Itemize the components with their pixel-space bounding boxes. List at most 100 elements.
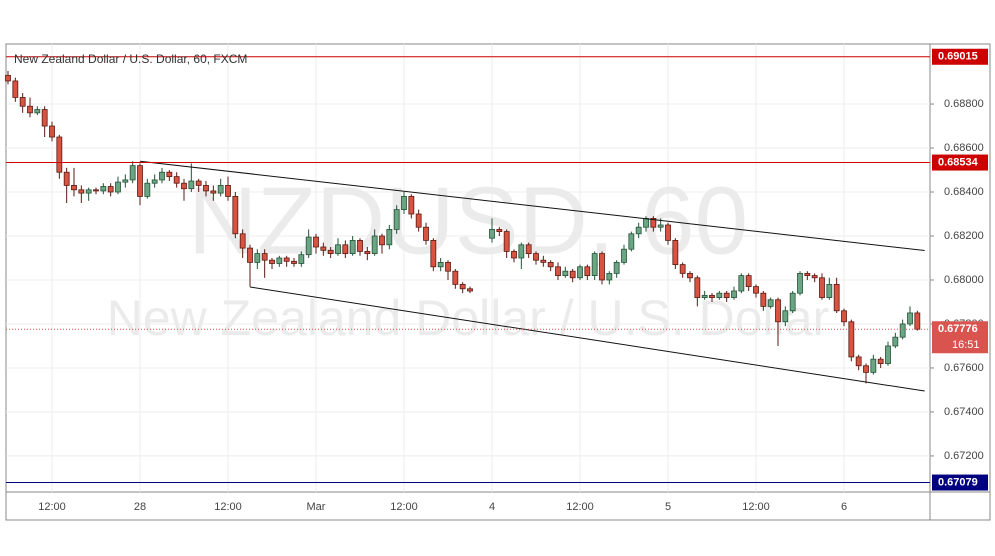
y-tick-label: 0.67400 <box>944 406 984 418</box>
candle-body <box>357 239 363 252</box>
candle-body <box>613 261 620 274</box>
candle-body <box>166 171 173 178</box>
candle-body <box>5 75 11 82</box>
candle-body <box>371 235 378 254</box>
y-tick-label: 0.68200 <box>944 230 984 242</box>
candle-body <box>342 244 349 254</box>
candle-body <box>672 239 679 265</box>
countdown-label: 16:51 <box>952 339 980 351</box>
candle-body <box>899 323 906 338</box>
x-tick-label: 12:00 <box>566 501 594 513</box>
candle-body <box>232 196 239 235</box>
level-label: 0.68534 <box>938 156 979 168</box>
candle-body <box>49 125 55 138</box>
candle-body <box>547 261 554 268</box>
candle-body <box>386 229 393 246</box>
candle-body <box>577 266 583 279</box>
trend-line <box>139 160 925 252</box>
last-price-box <box>932 321 988 354</box>
candle-body <box>657 224 664 228</box>
candle-body <box>723 292 730 298</box>
x-tick-label: 12:00 <box>390 501 418 513</box>
candle-body <box>320 246 327 251</box>
y-tick-label: 0.67600 <box>944 362 984 374</box>
y-tick-label: 0.68000 <box>944 274 984 286</box>
candle-body <box>885 345 891 364</box>
candle-body <box>327 249 334 254</box>
candle-body <box>731 290 737 298</box>
candle-body <box>819 277 825 298</box>
candle-body <box>855 356 862 367</box>
candle-body <box>738 275 745 292</box>
candle-body <box>569 270 576 279</box>
candle-body <box>694 277 701 298</box>
y-tick-label: 0.68800 <box>944 98 984 110</box>
candle-body <box>584 266 591 276</box>
candle-body <box>56 136 63 173</box>
plot <box>5 56 930 484</box>
candle-body <box>159 171 165 181</box>
candle-body <box>709 294 715 298</box>
candle-body <box>335 244 341 254</box>
x-tick-label: 12:00 <box>214 501 242 513</box>
candle-body <box>555 266 561 276</box>
candle-body <box>782 310 789 323</box>
candle-body <box>34 109 41 114</box>
candle-body <box>907 312 913 325</box>
candle-body <box>863 365 869 373</box>
candle-body <box>137 165 143 197</box>
candle-body <box>503 231 510 252</box>
candle-body <box>19 97 26 107</box>
candle-body <box>767 299 774 307</box>
x-tick-label: 5 <box>665 501 671 513</box>
candle-body <box>804 272 811 276</box>
candle-body <box>628 233 635 250</box>
candle-body <box>393 209 400 230</box>
candle-body <box>459 283 466 290</box>
level-label: 0.69015 <box>938 51 978 63</box>
candle-body <box>41 109 48 127</box>
candle-body <box>415 213 422 228</box>
candle-body <box>379 235 385 246</box>
candle-body <box>643 218 649 228</box>
x-tick-label: 4 <box>489 501 495 513</box>
candle-body <box>305 236 312 256</box>
candle-body <box>349 239 356 254</box>
candle-body <box>562 270 569 276</box>
candle-body <box>210 190 217 194</box>
candle-body <box>239 233 246 249</box>
candle-body <box>811 275 818 279</box>
candle-body <box>63 171 70 186</box>
candle-body <box>870 358 877 373</box>
candle-body <box>877 358 884 364</box>
candle-body <box>283 257 290 262</box>
candle-body <box>151 179 158 184</box>
candle-body <box>679 264 686 274</box>
y-tick-label: 0.67200 <box>944 450 984 462</box>
watermark-name: New Zealand Dollar / U.S. Dollar <box>107 290 830 346</box>
candle-body <box>621 248 627 263</box>
candle-body <box>188 180 195 190</box>
candle-body <box>298 254 305 264</box>
candle-body <box>533 253 539 261</box>
candle-body <box>716 292 723 298</box>
x-tick-label: 12:00 <box>38 501 66 513</box>
candle-body <box>401 196 407 211</box>
candle-body <box>115 181 121 193</box>
candle-body <box>93 189 99 192</box>
candle-body <box>173 176 180 184</box>
candle-body <box>701 294 708 298</box>
candle-body <box>269 259 275 264</box>
candle-body <box>753 286 759 294</box>
candle-body <box>181 182 187 190</box>
y-tick-label: 0.68600 <box>944 142 984 154</box>
candle-body <box>635 226 642 235</box>
candle-body <box>225 185 231 197</box>
axes: 0.672000.674000.676000.678000.680000.682… <box>38 48 988 513</box>
level-label-box <box>932 48 988 65</box>
candle-body <box>445 261 451 272</box>
candle-body <box>291 260 297 264</box>
candle-body <box>254 253 261 263</box>
candle-body <box>195 180 202 186</box>
candle-body <box>313 236 319 248</box>
